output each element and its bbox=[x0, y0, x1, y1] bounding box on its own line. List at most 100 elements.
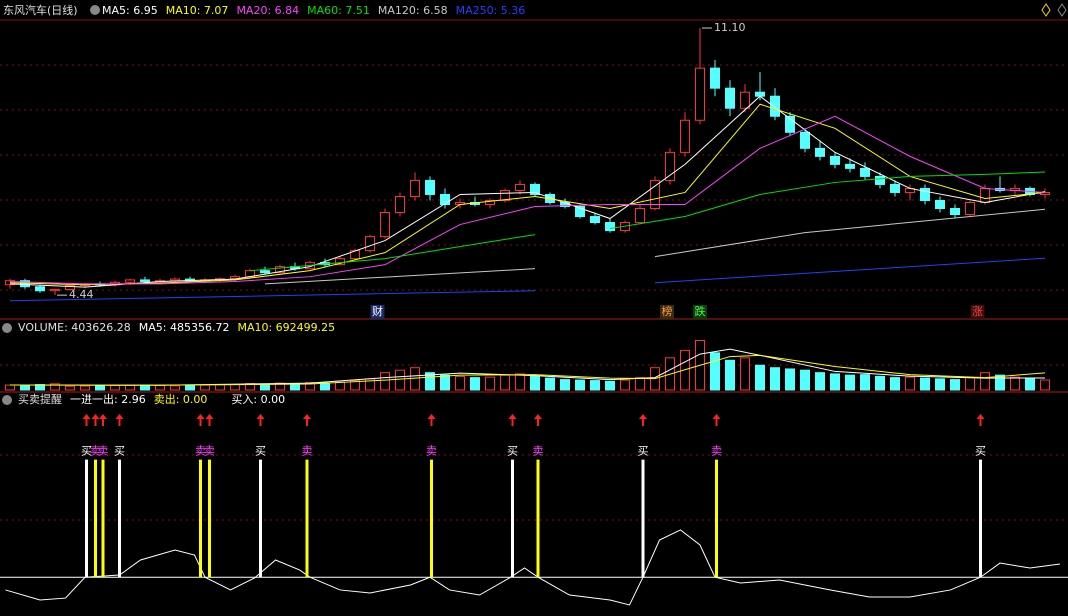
candle-body bbox=[845, 163, 855, 169]
legend-entry: MA120: 6.58 bbox=[378, 4, 448, 17]
nav-icon[interactable] bbox=[1057, 3, 1067, 17]
candle-body bbox=[425, 179, 435, 195]
volume-bar bbox=[635, 377, 645, 391]
candle-body bbox=[860, 167, 870, 177]
volume-bar bbox=[725, 359, 735, 391]
signal-arrow bbox=[196, 414, 205, 426]
candle-body bbox=[380, 212, 390, 238]
volume-bar bbox=[935, 378, 945, 391]
signal-label: 卖 bbox=[195, 445, 206, 458]
candle-body bbox=[890, 183, 900, 193]
candle-body bbox=[740, 91, 750, 109]
legend-entry: MA10: 692499.25 bbox=[237, 321, 335, 334]
panel-title: 买卖提醒 bbox=[18, 393, 62, 406]
signal-label: 买 bbox=[114, 445, 125, 458]
volume-bar bbox=[215, 384, 225, 391]
candle-body bbox=[140, 279, 150, 283]
menu-icon[interactable] bbox=[2, 395, 12, 405]
indicator-line bbox=[9, 103, 1046, 286]
volume-bar bbox=[710, 352, 720, 391]
signal-label: 买 bbox=[81, 445, 92, 458]
legend-entry: MA5: 6.95 bbox=[102, 4, 158, 17]
event-marker bbox=[693, 305, 707, 319]
candle-body bbox=[395, 195, 405, 214]
signal-arrow bbox=[508, 414, 517, 426]
volume-bar bbox=[110, 385, 120, 391]
volume-bar bbox=[140, 384, 150, 391]
volume-bar bbox=[155, 385, 165, 391]
signal-arrow bbox=[205, 414, 214, 426]
volume-bar bbox=[260, 383, 270, 391]
candle-body bbox=[365, 236, 375, 252]
volume-bar bbox=[875, 375, 885, 391]
signal-arrow bbox=[976, 414, 985, 426]
volume-bar bbox=[485, 376, 495, 391]
candle-body bbox=[950, 208, 960, 216]
volume-bar bbox=[785, 368, 795, 391]
event-marker-label: 财 bbox=[372, 304, 383, 318]
signal-label: 买 bbox=[975, 445, 986, 458]
volume-bar bbox=[425, 372, 435, 391]
indicator-line bbox=[9, 95, 1046, 288]
stock-title: 东风汽车(日线) bbox=[3, 3, 78, 17]
signal-label: 买 bbox=[507, 445, 518, 458]
legend-entry: 卖出: 0.00 bbox=[154, 392, 208, 406]
signal-arrow bbox=[256, 414, 265, 426]
signal-label: 卖 bbox=[204, 445, 215, 458]
candle-body bbox=[635, 208, 645, 224]
volume-bar bbox=[560, 379, 570, 391]
volume-bar bbox=[995, 374, 1005, 391]
legend-entry: 买入: 0.00 bbox=[231, 393, 285, 406]
volume-bar bbox=[65, 385, 75, 391]
legend-entry: MA20: 6.84 bbox=[236, 4, 299, 17]
candle-body bbox=[830, 155, 840, 165]
candle-body bbox=[530, 183, 540, 195]
menu-icon[interactable] bbox=[90, 5, 100, 15]
signal-label: 买 bbox=[638, 445, 649, 458]
volume-bar bbox=[200, 384, 210, 391]
volume-bar bbox=[1010, 376, 1020, 391]
volume-bar bbox=[470, 377, 480, 391]
event-marker bbox=[660, 305, 674, 319]
candle-body bbox=[515, 183, 525, 191]
menu-icon[interactable] bbox=[2, 323, 12, 333]
volume-bar bbox=[620, 379, 630, 391]
candle-body bbox=[710, 67, 720, 89]
candle-body bbox=[605, 222, 615, 232]
candle-body bbox=[275, 266, 285, 274]
legend-entry: 一进一出: 2.96 bbox=[70, 392, 146, 406]
signal-label: 卖 bbox=[426, 445, 437, 458]
volume-bar bbox=[170, 385, 180, 391]
volume-bar bbox=[20, 385, 30, 391]
indicator-line bbox=[9, 354, 1046, 386]
volume-bar bbox=[395, 369, 405, 391]
volume-bar bbox=[740, 357, 750, 391]
indicator-line bbox=[9, 348, 1046, 386]
signal-label: 买 bbox=[255, 445, 266, 458]
signal-label: 卖 bbox=[98, 445, 109, 458]
candle-body bbox=[125, 279, 135, 283]
event-marker bbox=[370, 305, 385, 319]
event-marker-label: 跌 bbox=[695, 304, 706, 318]
volume-bar bbox=[755, 364, 765, 391]
nav-icon[interactable] bbox=[1041, 3, 1051, 17]
volume-bar bbox=[335, 381, 345, 391]
event-marker-label: 涨 bbox=[972, 305, 983, 318]
signal-label: 卖 bbox=[533, 445, 544, 458]
volume-bar bbox=[80, 385, 90, 391]
signal-arrow bbox=[99, 414, 107, 426]
volume-bar bbox=[815, 372, 825, 391]
indicator-line bbox=[9, 115, 1046, 285]
candle-body bbox=[815, 147, 825, 157]
volume-bar bbox=[1025, 378, 1035, 391]
candle-body bbox=[590, 216, 600, 224]
candle-body bbox=[440, 193, 450, 205]
volume-bar bbox=[380, 372, 390, 391]
annotation: 4.44 bbox=[69, 288, 94, 301]
signal-arrow bbox=[91, 414, 100, 426]
volume-bar bbox=[1040, 379, 1050, 391]
candle-body bbox=[500, 189, 510, 201]
